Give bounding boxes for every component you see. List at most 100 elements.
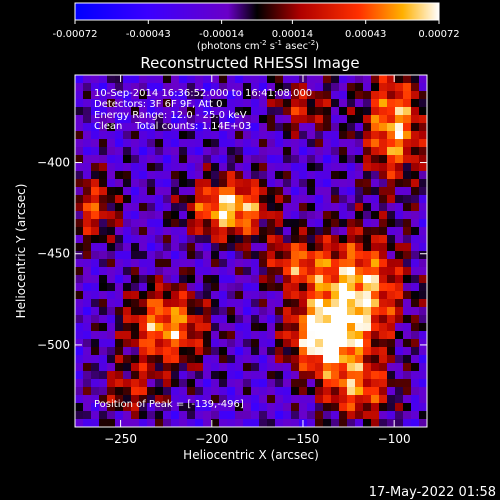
heatmap-pixel xyxy=(195,75,204,84)
heatmap-pixel xyxy=(283,195,292,204)
heatmap-pixel xyxy=(307,91,316,100)
heatmap-pixel xyxy=(187,379,196,388)
heatmap-pixel xyxy=(347,123,356,132)
heatmap-pixel xyxy=(235,355,244,364)
heatmap-pixel xyxy=(243,115,252,124)
heatmap-pixel xyxy=(267,139,276,148)
heatmap-pixel xyxy=(307,75,316,84)
heatmap-pixel xyxy=(171,139,180,148)
heatmap-pixel xyxy=(403,283,412,292)
heatmap-pixel xyxy=(107,323,116,332)
heatmap-pixel xyxy=(187,91,196,100)
heatmap-pixel xyxy=(339,291,348,300)
heatmap-pixel xyxy=(387,235,396,244)
heatmap-pixel xyxy=(227,299,236,308)
heatmap-pixel xyxy=(379,299,388,308)
heatmap-pixel xyxy=(387,387,396,396)
heatmap-pixel xyxy=(355,171,364,180)
heatmap-pixel xyxy=(243,187,252,196)
heatmap-pixel xyxy=(163,99,172,108)
heatmap-pixel xyxy=(203,403,212,412)
heatmap-pixel xyxy=(355,235,364,244)
heatmap-pixel xyxy=(411,291,420,300)
heatmap-pixel xyxy=(155,403,164,412)
heatmap-pixel xyxy=(179,179,188,188)
heatmap-pixel xyxy=(187,195,196,204)
heatmap-pixel xyxy=(299,283,308,292)
heatmap-pixel xyxy=(363,331,372,340)
heatmap-pixel xyxy=(299,107,308,116)
heatmap-pixel xyxy=(387,179,396,188)
heatmap-pixel xyxy=(339,347,348,356)
heatmap-pixel xyxy=(83,195,92,204)
heatmap-pixel xyxy=(387,395,396,404)
heatmap-pixel xyxy=(275,75,284,84)
heatmap-pixel xyxy=(163,259,172,268)
heatmap-pixel xyxy=(83,259,92,268)
heatmap-pixel xyxy=(83,251,92,260)
heatmap-pixel xyxy=(387,219,396,228)
heatmap-pixel xyxy=(339,123,348,132)
heatmap-pixel xyxy=(155,243,164,252)
heatmap-pixel xyxy=(219,195,228,204)
heatmap-pixel xyxy=(371,379,380,388)
heatmap-pixel xyxy=(363,195,372,204)
heatmap-pixel xyxy=(171,251,180,260)
heatmap-pixel xyxy=(267,107,276,116)
heatmap-pixel xyxy=(75,275,84,284)
heatmap-pixel xyxy=(275,395,284,404)
heatmap-pixel xyxy=(91,299,100,308)
heatmap-pixel xyxy=(267,275,276,284)
heatmap-pixel xyxy=(331,99,340,108)
heatmap-pixel xyxy=(259,259,268,268)
heatmap-pixel xyxy=(99,379,108,388)
heatmap-pixel xyxy=(211,195,220,204)
heatmap-pixel xyxy=(107,411,116,420)
heatmap-pixel xyxy=(123,355,132,364)
heatmap-pixel xyxy=(211,355,220,364)
heatmap-pixel xyxy=(387,307,396,316)
heatmap-pixel xyxy=(195,307,204,316)
heatmap-pixel xyxy=(323,355,332,364)
heatmap-pixel xyxy=(339,75,348,84)
heatmap-pixel xyxy=(219,155,228,164)
heatmap-pixel xyxy=(83,347,92,356)
heatmap-pixel xyxy=(83,419,92,427)
heatmap-pixel xyxy=(363,339,372,348)
heatmap-pixel xyxy=(115,219,124,228)
heatmap-pixel xyxy=(347,83,356,92)
heatmap-pixel xyxy=(395,251,404,260)
heatmap-pixel xyxy=(131,187,140,196)
heatmap-pixel xyxy=(411,363,420,372)
heatmap-pixel xyxy=(115,179,124,188)
heatmap-pixel xyxy=(379,267,388,276)
heatmap-pixel xyxy=(219,123,228,132)
heatmap-pixel xyxy=(387,371,396,380)
heatmap-pixel xyxy=(339,267,348,276)
heatmap-pixel xyxy=(147,235,156,244)
heatmap-pixel xyxy=(83,139,92,148)
heatmap-pixel xyxy=(291,211,300,220)
heatmap-pixel xyxy=(275,91,284,100)
heatmap-pixel xyxy=(99,355,108,364)
heatmap-pixel xyxy=(91,107,100,116)
heatmap-pixel xyxy=(99,339,108,348)
heatmap-pixel xyxy=(299,235,308,244)
heatmap-pixel xyxy=(123,243,132,252)
heatmap-pixel xyxy=(347,275,356,284)
heatmap-pixel xyxy=(99,283,108,292)
heatmap-pixel xyxy=(291,419,300,427)
heatmap-pixel xyxy=(419,203,427,212)
heatmap-pixel xyxy=(331,419,340,427)
heatmap-pixel xyxy=(171,403,180,412)
heatmap-pixel xyxy=(403,203,412,212)
heatmap-pixel xyxy=(83,147,92,156)
heatmap-pixel xyxy=(323,251,332,260)
heatmap-pixel xyxy=(219,243,228,252)
heatmap-pixel xyxy=(347,211,356,220)
heatmap-pixel xyxy=(203,123,212,132)
heatmap-pixel xyxy=(155,211,164,220)
heatmap-pixel xyxy=(411,147,420,156)
heatmap-pixel xyxy=(275,171,284,180)
heatmap-pixel xyxy=(227,259,236,268)
